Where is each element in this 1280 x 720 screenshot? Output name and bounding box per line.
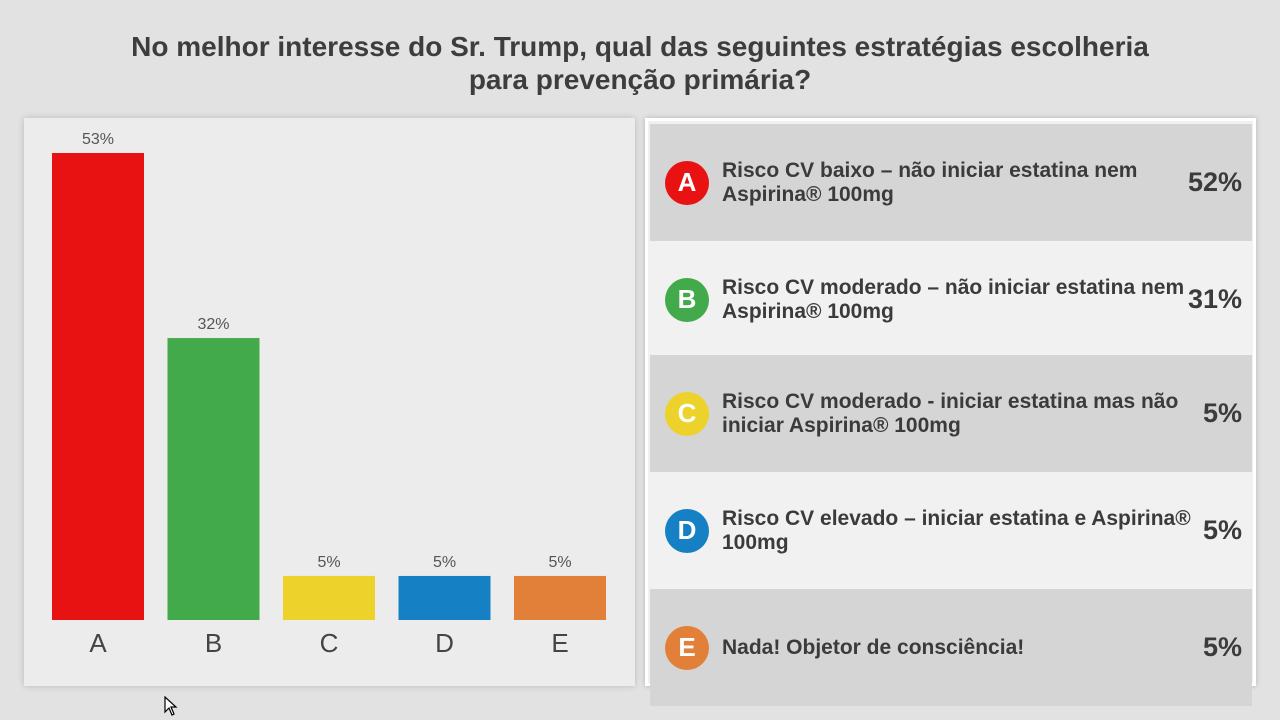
bar-a [52,153,144,620]
bar-value-label-b: 32% [197,316,229,333]
category-label-c: C [320,628,339,658]
option-b-percent: 31% [1187,284,1242,314]
option-c-text: Risco CV moderado - iniciar estatina mas… [722,389,1179,437]
bar-value-label-a: 53% [82,131,114,148]
category-label-b: B [205,628,222,658]
option-d-text: Risco CV elevado – iniciar estatina e As… [722,506,1191,554]
bar-c [283,575,375,620]
bar-b [167,338,260,620]
option-e-text: Nada! Objetor de consciência! [722,635,1025,659]
option-d[interactable]: D Risco CV elevado – iniciar estatina e … [650,472,1252,589]
mouse-cursor-icon [164,696,178,716]
option-b[interactable]: B Risco CV moderado – não iniciar estati… [650,241,1252,358]
bar-value-label-c: 5% [317,554,340,571]
option-a-percent: 52% [1187,167,1242,197]
option-b-badge: B [665,277,709,322]
bar-value-label-d: 5% [433,554,456,571]
bar-d [398,575,491,620]
option-e[interactable]: E Nada! Objetor de consciência! 5% [650,589,1252,706]
option-a-text: Risco CV baixo – não iniciar estatina ne… [722,158,1138,206]
option-c-badge: C [665,391,709,436]
option-e-percent: 5% [1202,632,1242,662]
question-line-2: para prevenção primária? [468,64,812,95]
category-label-d: D [435,628,454,658]
chart-canvas: 53% A 32% B 5% C 5% D 5% E [52,131,606,658]
option-e-badge: E [665,625,709,670]
option-a[interactable]: A Risco CV baixo – não iniciar estatina … [650,124,1252,241]
category-label-a: A [89,628,107,658]
question-title: No melhor interesse do Sr. Trump, qual d… [0,30,1280,96]
bar-e [514,575,606,620]
option-c-percent: 5% [1202,398,1242,428]
bar-value-label-e: 5% [548,554,571,571]
option-d-badge: D [665,508,709,553]
option-c[interactable]: C Risco CV moderado - iniciar estatina m… [650,355,1252,472]
question-line-1: No melhor interesse do Sr. Trump, qual d… [131,31,1149,62]
option-a-badge: A [665,160,709,205]
answer-options-panel: A Risco CV baixo – não iniciar estatina … [645,118,1256,706]
option-d-percent: 5% [1202,515,1242,545]
option-b-text: Risco CV moderado – não iniciar estatina… [722,275,1185,323]
category-label-e: E [551,628,568,658]
results-bar-chart: 53% A 32% B 5% C 5% D 5% E [24,118,635,686]
